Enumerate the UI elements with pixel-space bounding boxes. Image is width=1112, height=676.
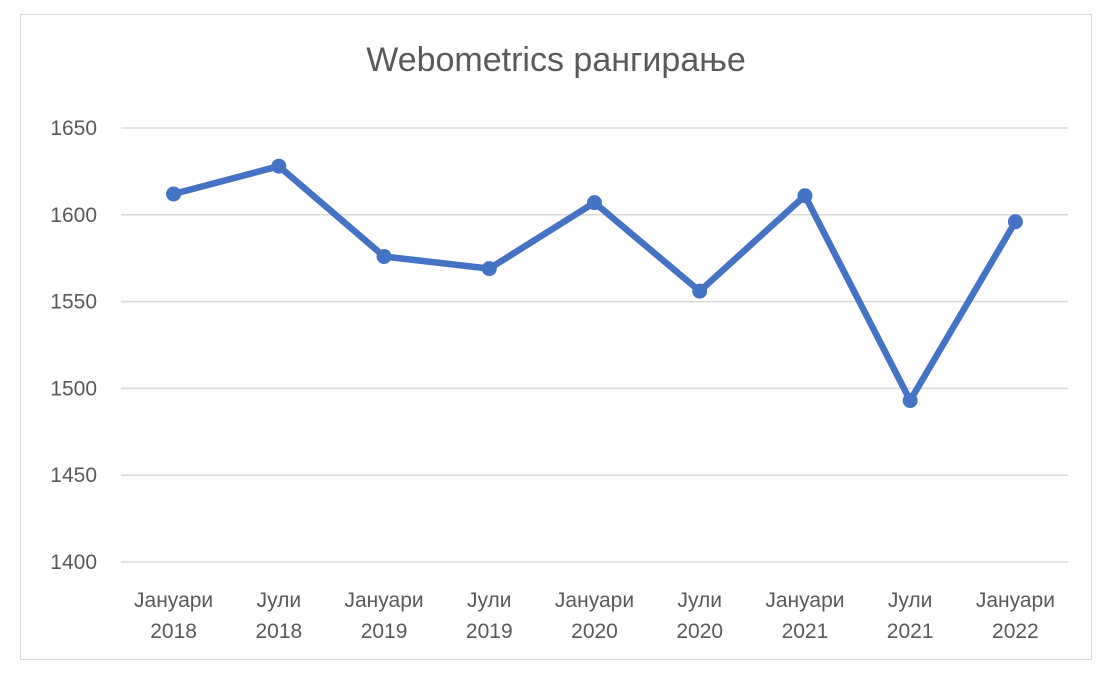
x-tick-label: Јануари 2022: [976, 589, 1055, 643]
gridlines: [121, 127, 1068, 563]
x-tick-year: 2021: [887, 620, 934, 643]
x-tick-year: 2019: [466, 620, 513, 643]
chart-title: Webometrics рангирање: [366, 41, 746, 79]
y-tick-label: 1400: [50, 551, 97, 574]
x-tick-month: Јули: [677, 589, 722, 612]
x-tick-label: Јули 2018: [255, 589, 302, 643]
x-tick-month: Јули: [257, 589, 302, 612]
series-layer: [166, 158, 1023, 409]
x-tick-month: Јули: [467, 589, 512, 612]
x-tick-year: 2020: [676, 620, 723, 643]
y-axis-ticks: 1400 1450 1500 1550 1600 1650: [50, 117, 97, 574]
x-tick-label: Јануари 2018: [134, 589, 213, 643]
x-tick-month: Јули: [888, 589, 933, 612]
data-point: [376, 248, 392, 264]
data-point: [587, 195, 602, 211]
x-tick-label: Јануари 2020: [555, 589, 634, 643]
x-tick-month: Јануари: [765, 589, 844, 612]
x-tick-year: 2018: [150, 620, 197, 643]
x-tick-year: 2019: [361, 620, 408, 643]
x-tick-month: Јануари: [344, 589, 423, 612]
data-point: [797, 188, 813, 204]
x-tick-month: Јануари: [134, 589, 213, 612]
data-point: [1007, 214, 1023, 230]
x-tick-year: 2021: [782, 620, 829, 643]
x-tick-year: 2022: [992, 620, 1039, 643]
data-point: [166, 186, 182, 202]
data-point: [692, 283, 708, 299]
y-tick-label: 1550: [50, 291, 97, 314]
x-tick-month: Јануари: [976, 589, 1055, 612]
chart-frame: Webometrics рангирање: [20, 14, 1092, 660]
x-tick-label: Јануари 2021: [765, 589, 844, 643]
y-tick-label: 1650: [50, 117, 97, 140]
x-tick-label: Јули 2020: [676, 589, 723, 643]
x-tick-month: Јануари: [555, 589, 634, 612]
x-tick-label: Јануари 2019: [344, 589, 423, 643]
y-tick-label: 1600: [50, 204, 97, 227]
data-point: [271, 158, 287, 174]
x-tick-label: Јули 2019: [466, 589, 513, 643]
data-point: [481, 261, 497, 277]
y-tick-label: 1500: [50, 377, 97, 400]
y-tick-label: 1450: [50, 464, 97, 487]
x-tick-year: 2018: [255, 620, 302, 643]
x-tick-year: 2020: [571, 620, 618, 643]
data-point: [902, 393, 918, 409]
x-tick-label: Јули 2021: [887, 589, 934, 643]
